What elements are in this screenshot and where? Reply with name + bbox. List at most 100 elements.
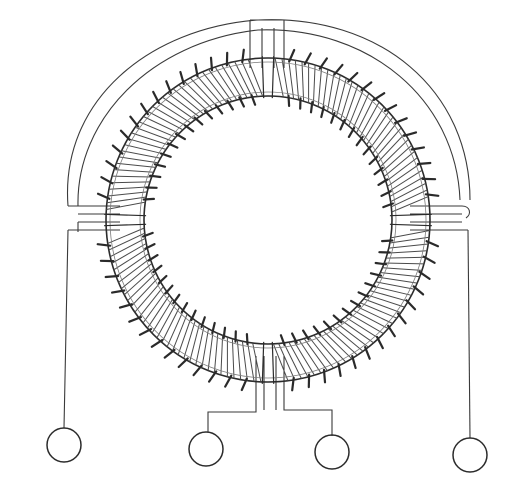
winding-turn — [138, 286, 164, 319]
inner-spike — [164, 284, 174, 295]
inner-spike — [347, 126, 356, 138]
winding-turn — [214, 66, 238, 101]
winding-turn — [372, 121, 398, 154]
winding-turn — [227, 62, 248, 99]
outer-spike — [241, 48, 245, 64]
winding-turn — [231, 338, 235, 379]
winding-turn — [369, 290, 409, 302]
winding-turn — [241, 341, 248, 381]
winding-turn — [380, 272, 420, 278]
inner-spike — [380, 190, 392, 197]
outer-spike — [288, 48, 296, 63]
winding-turn — [362, 106, 385, 142]
winding-turn — [195, 326, 205, 366]
winding-turn — [391, 196, 429, 213]
winding-turn — [327, 328, 358, 356]
winding-turn — [369, 116, 394, 150]
outer-spike — [383, 104, 398, 113]
outer-spike — [110, 289, 126, 294]
winding-turn — [387, 163, 421, 187]
inner-spike — [312, 325, 322, 336]
inner-spike — [362, 145, 372, 156]
inner-spike — [250, 93, 257, 106]
winding-turn — [213, 333, 219, 373]
winding-turn — [283, 342, 302, 379]
winding-turn — [360, 302, 398, 319]
winding-turn — [322, 330, 353, 360]
winding-turn — [172, 88, 204, 115]
winding-turn — [107, 227, 145, 244]
winding-turn — [318, 332, 347, 363]
inner-spike — [287, 94, 291, 108]
inner-spike — [374, 261, 387, 266]
outer-spike — [403, 131, 418, 137]
inner-spike — [291, 332, 298, 344]
winding-turn — [303, 338, 328, 371]
winding-turn — [281, 58, 289, 98]
toroid-core-inner — [143, 95, 393, 345]
outer-spike — [372, 92, 386, 102]
inner-spike — [166, 142, 179, 149]
winding-turn — [390, 182, 427, 203]
winding-turn — [220, 335, 224, 376]
winding-turn — [201, 328, 209, 368]
winding-turn — [298, 339, 322, 374]
winding-turn — [274, 58, 284, 98]
inner-spike — [369, 272, 383, 277]
outer-spike — [425, 240, 440, 248]
inner-spike — [330, 111, 336, 124]
winding-turn — [183, 80, 214, 110]
inner-spike — [203, 109, 214, 120]
winding-turn — [356, 306, 393, 324]
winding-turn — [344, 85, 359, 123]
outer-spike — [405, 299, 417, 311]
segment-boundary — [271, 341, 275, 384]
winding-turn — [336, 322, 369, 348]
terminal-2 — [188, 431, 224, 467]
winding-turn — [288, 341, 309, 378]
segment-gaps — [104, 56, 432, 384]
segment-boundary — [261, 56, 265, 99]
winding-turn — [385, 157, 418, 182]
terminal-4 — [452, 437, 488, 473]
winding-turn — [344, 316, 379, 339]
winding-turn — [388, 169, 423, 192]
winding-turn — [127, 272, 157, 302]
winding-turn — [355, 97, 375, 134]
inner-spike — [350, 299, 362, 308]
winding-turn — [134, 126, 173, 142]
winding-turn — [113, 169, 154, 173]
winding-turn — [113, 248, 148, 271]
winding-turn — [111, 243, 147, 264]
winding-turn — [247, 342, 255, 382]
winding-turn — [247, 59, 264, 97]
winding-turn — [124, 144, 164, 155]
winding-turn — [340, 319, 374, 344]
winding-turn — [384, 262, 424, 265]
outer-spike — [416, 161, 432, 166]
outer-spike — [360, 81, 373, 92]
winding-turn — [294, 60, 300, 100]
outer-spike — [318, 57, 328, 70]
winding-turn — [189, 323, 201, 362]
outer-spike — [129, 115, 140, 128]
winding-turn — [359, 101, 380, 138]
segment-boundary — [389, 223, 432, 227]
winding-turn — [106, 201, 146, 210]
outer-spike — [412, 285, 425, 296]
winding-turn — [331, 74, 341, 114]
winding-turn — [387, 250, 428, 254]
winding-turn — [172, 313, 188, 352]
toroid-core-outer — [105, 57, 431, 383]
winding-turn — [178, 84, 209, 112]
segment-boundary — [104, 223, 147, 227]
winding-turn — [183, 320, 196, 359]
core-rim-line — [109, 61, 427, 379]
outer-spike — [291, 376, 295, 392]
inner-spike — [142, 197, 155, 201]
winding-turn — [322, 69, 329, 109]
inner-spike — [147, 254, 159, 262]
outer-spike — [152, 90, 160, 105]
lead-bottom-right — [283, 402, 333, 436]
inner-spike — [214, 104, 224, 115]
